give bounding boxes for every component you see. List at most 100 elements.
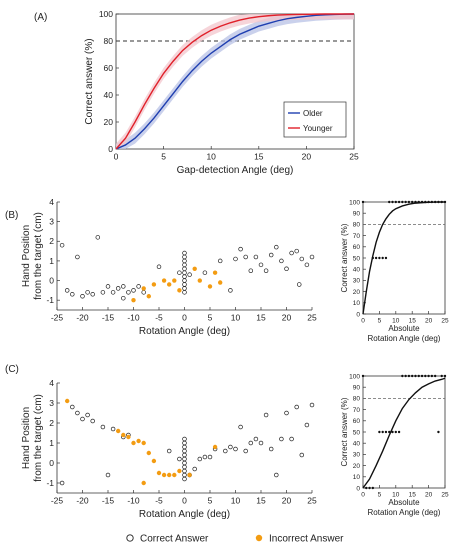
data-dot bbox=[443, 200, 447, 204]
y-tick-label: 20 bbox=[353, 289, 361, 296]
correct-point bbox=[228, 444, 233, 450]
y-tick-label: 100 bbox=[99, 9, 113, 19]
correct-point bbox=[115, 286, 121, 291]
correct-point bbox=[80, 416, 85, 422]
correct-point bbox=[100, 290, 106, 295]
legend-label-older: Older bbox=[303, 109, 323, 118]
correct-point bbox=[182, 464, 187, 470]
data-dot bbox=[365, 486, 368, 490]
y-tick-label: 90 bbox=[353, 210, 361, 217]
x-tick-label: 15 bbox=[409, 492, 417, 499]
y-tick-label: 80 bbox=[104, 36, 114, 46]
x-tick-label: 10 bbox=[392, 492, 400, 499]
data-dot bbox=[404, 200, 407, 204]
incorrect-point bbox=[126, 434, 131, 440]
correct-point bbox=[182, 282, 187, 287]
x-tick-label: -15 bbox=[102, 496, 115, 506]
incorrect-point bbox=[192, 266, 197, 271]
y-tick-label: 10 bbox=[353, 300, 361, 307]
correct-point bbox=[85, 412, 90, 418]
x-tick-label: -25 bbox=[51, 313, 64, 323]
correct-point bbox=[284, 266, 289, 272]
incorrect-point bbox=[141, 480, 146, 486]
series-line-younger bbox=[115, 13, 354, 150]
y-tick-label: 80 bbox=[353, 396, 361, 403]
data-dot bbox=[397, 430, 401, 434]
correct-point bbox=[263, 268, 269, 273]
correct-point bbox=[85, 290, 90, 295]
correct-point bbox=[90, 418, 95, 424]
data-dot bbox=[427, 374, 430, 378]
correct-point bbox=[75, 254, 80, 260]
data-dot bbox=[404, 374, 407, 378]
correct-point bbox=[70, 404, 75, 410]
correct-point bbox=[80, 294, 85, 299]
correct-point bbox=[299, 256, 305, 262]
correct-point bbox=[182, 278, 187, 283]
data-dot bbox=[388, 200, 391, 204]
fit-curve bbox=[362, 377, 446, 489]
x-tick-label: 25 bbox=[307, 313, 317, 323]
incorrect-point bbox=[131, 297, 136, 303]
correct-point bbox=[289, 250, 294, 256]
correct-point bbox=[182, 274, 187, 279]
data-dot bbox=[437, 430, 440, 434]
correct-point bbox=[248, 440, 254, 446]
correct-point bbox=[105, 284, 111, 289]
y-tick-label: 40 bbox=[353, 440, 361, 447]
y-tick-label: 2 bbox=[49, 418, 54, 428]
incorrect-point bbox=[151, 458, 157, 464]
correct-point bbox=[253, 436, 259, 442]
correct-point bbox=[182, 476, 187, 482]
x-tick-label: 20 bbox=[425, 318, 433, 325]
correct-point bbox=[141, 290, 146, 295]
y-tick-label: 0 bbox=[49, 458, 54, 468]
y-tick-label: 1 bbox=[49, 438, 54, 448]
panel-a-label: (A) bbox=[34, 12, 47, 23]
data-dot bbox=[361, 200, 365, 204]
correct-point bbox=[299, 452, 305, 458]
data-dot bbox=[417, 200, 420, 204]
data-dot bbox=[420, 374, 424, 378]
correct-point bbox=[258, 262, 264, 268]
y-tick-label: 70 bbox=[353, 407, 361, 414]
data-dot bbox=[440, 374, 443, 378]
correct-point bbox=[223, 448, 228, 454]
y-tick-label: 3 bbox=[49, 217, 54, 227]
data-dot bbox=[391, 200, 394, 204]
y-tick-label: 40 bbox=[104, 90, 114, 100]
correct-point bbox=[309, 254, 315, 260]
correct-point bbox=[294, 248, 299, 254]
x-tick-label: 15 bbox=[254, 152, 264, 162]
x-tick-label: 10 bbox=[206, 152, 216, 162]
correct-point bbox=[182, 436, 187, 442]
legend-box bbox=[283, 101, 347, 138]
x-tick-label: 15 bbox=[256, 496, 266, 506]
correct-point bbox=[95, 235, 101, 240]
y-tick-label: 20 bbox=[353, 463, 361, 470]
correct-point bbox=[233, 256, 238, 262]
x-tick-label: 25 bbox=[307, 496, 317, 506]
correct-point bbox=[182, 448, 187, 454]
data-dot bbox=[430, 200, 434, 204]
correct-point bbox=[182, 250, 187, 256]
correct-point bbox=[59, 242, 65, 248]
chart-c-curve: 0 5 10 15 20 25 0 10 20 30 40 50 60 70 80 90 100 Absolute… bbox=[340, 373, 449, 517]
correct-marker-icon bbox=[126, 534, 134, 542]
series-line-older bbox=[115, 13, 355, 150]
y-tick-label: 30 bbox=[353, 278, 361, 285]
incorrect-point bbox=[161, 472, 167, 478]
correct-point bbox=[243, 448, 248, 454]
incorrect-point bbox=[156, 470, 162, 476]
y-tick-label: -1 bbox=[46, 295, 54, 305]
incorrect-point bbox=[141, 440, 146, 446]
correct-point bbox=[182, 440, 187, 446]
correct-point bbox=[177, 456, 182, 462]
y-tick-label: 60 bbox=[353, 244, 361, 251]
correct-point bbox=[207, 454, 213, 460]
correct-point bbox=[274, 472, 279, 478]
data-dot bbox=[391, 430, 394, 434]
x-axis-label-line: Rotation Angle (deg) bbox=[368, 334, 441, 343]
x-tick-label: 5 bbox=[378, 492, 382, 499]
